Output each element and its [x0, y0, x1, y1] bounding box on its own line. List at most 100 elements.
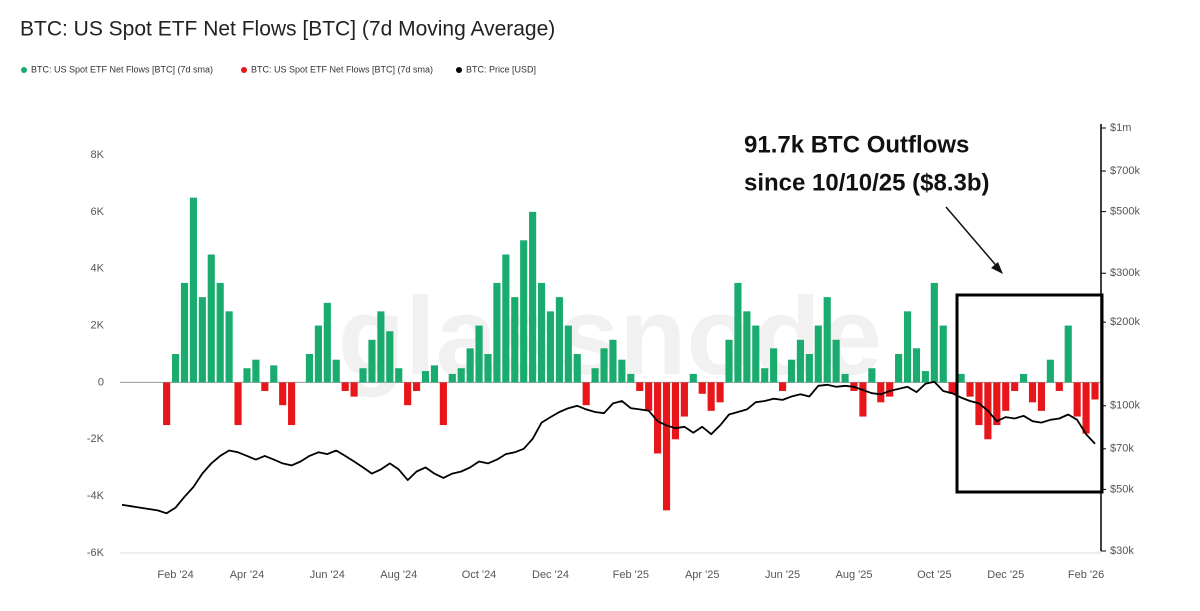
bar: [743, 311, 751, 383]
bar: [1002, 382, 1010, 411]
bar: [1037, 382, 1046, 411]
y2-tick-label: $50k: [1110, 483, 1134, 495]
legend-marker: [241, 67, 247, 73]
bar: [243, 368, 251, 383]
bar: [716, 382, 724, 403]
bar: [903, 311, 912, 383]
bar: [868, 368, 876, 383]
y-tick-label: -6K: [87, 547, 105, 559]
bar: [180, 282, 189, 383]
bar: [600, 348, 608, 383]
bar: [689, 373, 697, 383]
bar: [1046, 359, 1054, 383]
bar: [207, 254, 215, 383]
bar: [368, 339, 376, 383]
y-tick-label: 4K: [91, 263, 105, 275]
bar: [823, 297, 831, 383]
bar: [546, 311, 555, 383]
y-tick-label: 0: [98, 376, 104, 388]
legend-label: BTC: US Spot ETF Net Flows [BTC] (7d sma…: [31, 64, 213, 74]
bar: [895, 354, 903, 383]
y-tick-label: 8K: [91, 149, 105, 161]
bar: [314, 325, 322, 383]
bar: [305, 354, 314, 383]
bar: [886, 382, 894, 397]
bar: [252, 359, 260, 383]
arrow: [945, 206, 1001, 271]
bar: [1091, 382, 1099, 400]
bar: [448, 373, 456, 383]
bar: [698, 382, 706, 394]
bar: [350, 382, 358, 397]
bar: [332, 359, 340, 383]
bar: [1073, 382, 1081, 417]
price-line: [121, 380, 1096, 515]
bar: [930, 282, 938, 383]
chart-title: BTC: US Spot ETF Net Flows [BTC] (7d Mov…: [20, 18, 555, 41]
bar: [413, 382, 421, 391]
x-tick-label: Feb '25: [613, 569, 649, 581]
bar: [484, 354, 492, 383]
bar: [430, 365, 439, 383]
bar: [752, 325, 760, 383]
x-tick-label: Jun '24: [310, 569, 345, 581]
x-tick-label: Jun '25: [765, 569, 800, 581]
bar: [796, 339, 804, 383]
bar: [1082, 382, 1090, 434]
y-tick-label: -2K: [87, 433, 105, 445]
x-tick-label: Dec '25: [987, 569, 1024, 581]
bar: [814, 325, 822, 383]
legend-label: BTC: Price [USD]: [466, 64, 536, 74]
bar: [279, 382, 287, 406]
highlight-box: [955, 293, 1104, 494]
y2-tick-label: $200k: [1110, 316, 1140, 328]
y2-tick-label: $300k: [1110, 267, 1140, 279]
x-tick-label: Apr '25: [685, 569, 720, 581]
bar: [591, 368, 599, 383]
bar: [359, 368, 367, 383]
bar: [770, 348, 778, 383]
bar: [261, 382, 269, 391]
bar: [377, 311, 385, 383]
bar: [171, 354, 180, 383]
bar: [1020, 373, 1028, 383]
bar: [993, 382, 1001, 426]
bar: [582, 382, 590, 406]
y2-tick-label: $500k: [1110, 206, 1140, 218]
bar: [555, 297, 563, 383]
x-tick-label: Oct '25: [917, 569, 952, 581]
y-tick-label: 2K: [91, 319, 105, 331]
y2-tick-label: $30k: [1110, 545, 1134, 557]
bar: [877, 382, 885, 403]
bar: [520, 240, 528, 383]
bar: [778, 382, 787, 391]
bar: [404, 382, 412, 406]
bar: [1064, 325, 1072, 383]
bar: [537, 282, 546, 383]
bar: [573, 354, 581, 383]
x-tick-label: Aug '25: [835, 569, 872, 581]
y2-tick-label: $1m: [1110, 122, 1131, 134]
bar: [475, 325, 483, 383]
bar: [502, 254, 510, 383]
bar: [421, 371, 430, 383]
bar: [636, 382, 644, 391]
bar: [288, 382, 296, 426]
bar: [680, 382, 688, 417]
annotation: 91.7k BTC Outflows: [744, 131, 969, 158]
y2-tick-label: $70k: [1110, 443, 1134, 455]
legend-marker: [21, 67, 27, 73]
bar: [912, 348, 921, 383]
bar: [921, 371, 929, 383]
bar: [841, 373, 849, 383]
bar: [189, 197, 197, 383]
bar: [859, 382, 867, 417]
bar: [832, 339, 840, 383]
bar: [734, 282, 742, 383]
bar: [564, 325, 572, 383]
bar: [341, 382, 349, 391]
bar: [957, 373, 965, 383]
bar: [725, 339, 733, 383]
bar: [627, 373, 635, 383]
bar: [1011, 382, 1019, 391]
